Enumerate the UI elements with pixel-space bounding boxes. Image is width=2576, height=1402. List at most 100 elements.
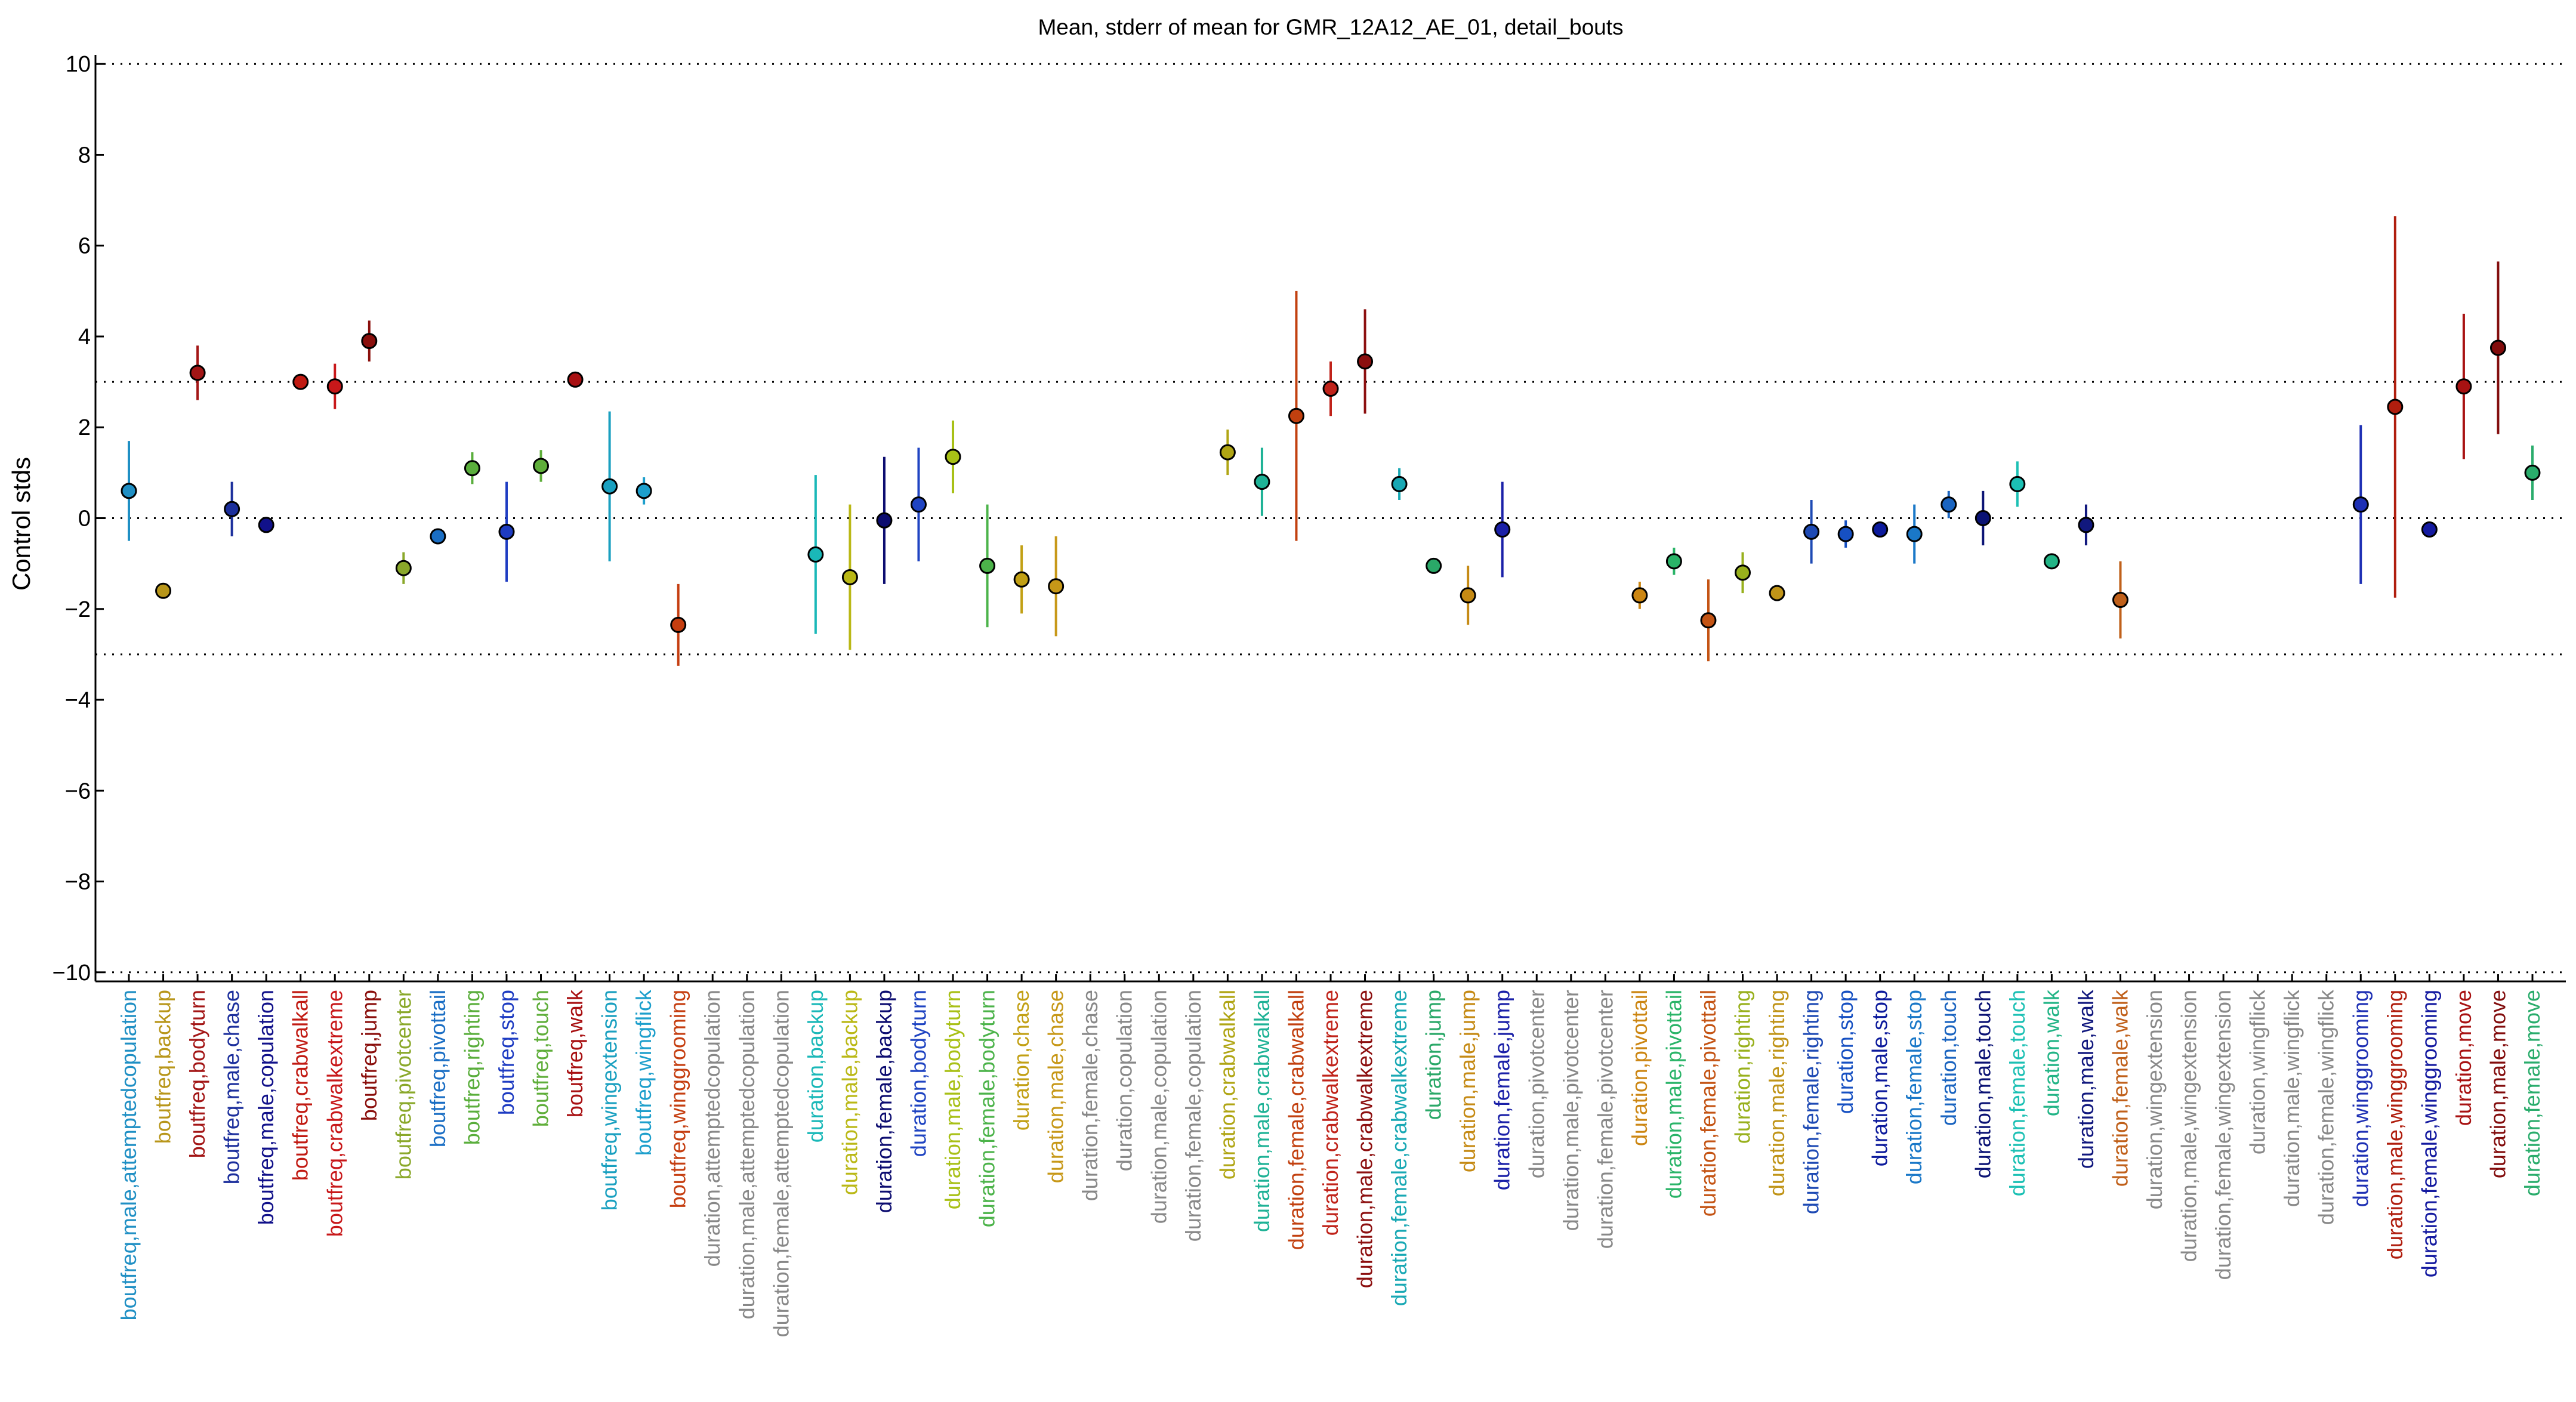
data-point [1735, 564, 1751, 581]
x-tick-label: duration,attemptedcopulation [700, 990, 724, 1267]
data-point [224, 501, 240, 517]
data-point [1631, 587, 1648, 604]
x-tick-label: duration,male,walk [2074, 989, 2098, 1169]
x-tick-label: duration,female,righting [1799, 990, 1824, 1214]
x-tick-label: boutfreq,crabwalkall [288, 990, 313, 1181]
plot-area: 10 8 6 4 2 0 −2 −4 −6 −8 −10 boutfreq,male,attempte… [53, 52, 2566, 1337]
x-tick-label: duration,female,wingflick [2314, 989, 2339, 1225]
x-tick-label: duration,female,bodyturn [975, 990, 999, 1227]
data-point [1941, 496, 1957, 513]
x-tick-label: duration,female,backup [872, 990, 896, 1213]
x-tick-label: duration,female,pivottail [1696, 990, 1720, 1216]
x-tick-label: duration,male,backup [837, 990, 862, 1195]
x-tick-label: boutfreq,bodyturn [185, 990, 209, 1158]
data-point [155, 582, 172, 599]
data-point [979, 557, 996, 574]
y-tick-label: −2 [65, 597, 91, 622]
x-tick-label: duration,female,chase [1078, 990, 1102, 1201]
x-tick-label: boutfreq,pivotcenter [391, 990, 415, 1179]
x-tick-label: duration,righting [1730, 990, 1755, 1144]
data-point [1391, 475, 1408, 492]
y-tick-label: −8 [65, 870, 91, 895]
x-tick-label: boutfreq,male,attemptedcopulation [116, 990, 141, 1320]
data-point [2455, 378, 2472, 395]
data-point [1906, 526, 1923, 542]
x-tick-label: duration,male,stop [1868, 990, 1892, 1166]
data-point [1837, 526, 1854, 542]
x-tick-label: duration,female,pivotcenter [1593, 990, 1617, 1249]
y-tick-label: −6 [65, 779, 91, 804]
data-point [2421, 521, 2438, 538]
x-tick-label: duration,female,copulation [1181, 990, 1205, 1242]
data-point [533, 458, 550, 474]
x-tick-label: boutfreq,touch [529, 990, 553, 1127]
y-tick-label: 10 [66, 52, 91, 77]
x-tick-label: boutfreq,male,chase [220, 990, 244, 1184]
x-tick-label: duration,crabwalkextreme [1318, 990, 1343, 1236]
x-tick-label: duration,pivotcenter [1524, 990, 1548, 1178]
x-tick-label: duration,wingflick [2245, 989, 2270, 1154]
data-point [601, 478, 618, 495]
y-tick-label: −4 [65, 688, 91, 713]
x-tick-label: duration,male,winggrooming [2383, 990, 2407, 1259]
x-tick-label: duration,male,move [2485, 990, 2510, 1178]
data-point [2112, 592, 2128, 609]
x-tick-label: duration,male,wingextension [2177, 990, 2201, 1262]
x-tick-label: duration,wingextension [2142, 990, 2167, 1209]
y-axis-label: Control stds [7, 457, 35, 591]
x-tick-label: duration,bodyturn [906, 990, 930, 1157]
data-point [498, 523, 515, 540]
data-point [1872, 521, 1889, 538]
x-tick-label: duration,walk [2039, 989, 2063, 1116]
data-point [189, 365, 206, 381]
x-tick-label: duration,move [2451, 990, 2476, 1126]
data-point [326, 378, 343, 395]
data-point [910, 496, 927, 513]
x-tick-label: duration,female,jump [1490, 990, 1514, 1190]
x-tick-label: duration,male,pivottail [1661, 990, 1686, 1199]
y-tick-label: −10 [53, 961, 91, 986]
data-point [1975, 510, 1991, 526]
x-tick-label: boutfreq,stop [494, 990, 519, 1115]
data-point [2524, 464, 2541, 481]
data-point [1803, 523, 1820, 540]
data-point [2352, 496, 2369, 513]
x-tick-label: boutfreq,wingextension [597, 990, 622, 1210]
x-tick-label: duration,copulation [1112, 990, 1137, 1171]
x-tick-label: duration,female,crabwalkall [1284, 990, 1308, 1250]
data-point [2078, 517, 2094, 533]
data-point [1288, 407, 1304, 424]
data-point [1700, 612, 1717, 629]
data-point [2009, 475, 2026, 492]
data-point [1322, 381, 1339, 397]
y-tick-label: 8 [78, 143, 91, 168]
x-tick-label: duration,male,touch [1970, 990, 1995, 1178]
chart-title: Mean, stderr of mean for GMR_12A12_AE_01… [1038, 15, 1623, 39]
x-tick-label: duration,chase [1009, 990, 1034, 1131]
x-tick-label: duration,male,wingflick [2279, 989, 2304, 1207]
x-tick-label: duration,male,pivotcenter [1559, 990, 1583, 1231]
x-tick-label: duration,male,jump [1455, 990, 1480, 1172]
x-tick-label: duration,male,crabwalkall [1250, 990, 1274, 1232]
x-tick-label: duration,female,winggrooming [2417, 990, 2441, 1277]
data-point [2489, 339, 2506, 356]
data-point [121, 483, 137, 499]
data-point [258, 517, 274, 533]
x-tick-label: duration,female,crabwalkextreme [1387, 990, 1411, 1306]
x-tick-label: duration,male,chase [1044, 990, 1068, 1183]
data-point [841, 569, 858, 585]
x-tick-label: duration,stop [1833, 990, 1858, 1114]
data-point [1357, 353, 1374, 370]
data-point [1426, 557, 1442, 574]
x-tick-label: boutfreq,walk [563, 989, 587, 1117]
x-tick-label: duration,touch [1936, 990, 1961, 1126]
y-tick-label: 6 [78, 234, 91, 259]
x-tick-label: duration,female,move [2520, 990, 2544, 1196]
x-tick-label: duration,male,righting [1764, 990, 1789, 1196]
y-tick-label: 2 [78, 415, 91, 440]
y-tick-label: 4 [78, 325, 91, 350]
x-tick-label: duration,male,attemptedcopulation [735, 990, 759, 1319]
data-point [945, 449, 961, 465]
data-point [1665, 553, 1682, 570]
